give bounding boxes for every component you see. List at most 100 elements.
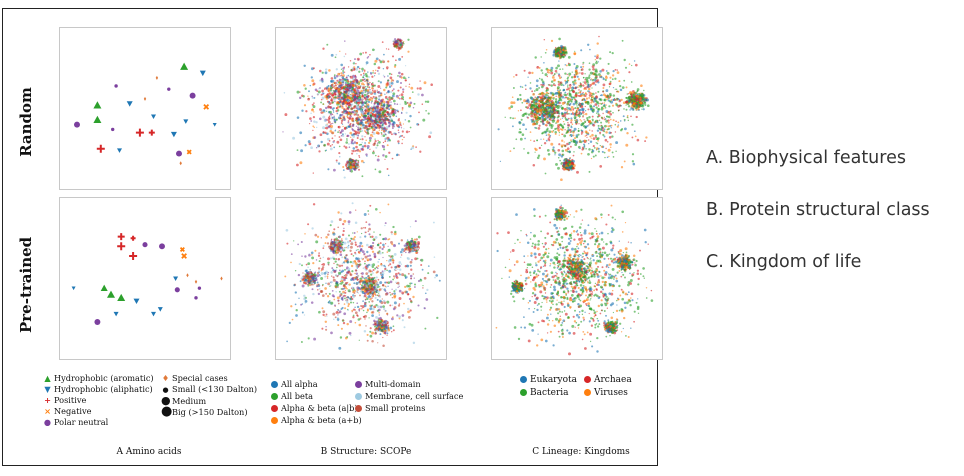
- scatter-point: [645, 136, 648, 139]
- scatter-point: [351, 133, 354, 137]
- scatter-point: [619, 88, 623, 92]
- scatter-point: [340, 96, 343, 100]
- scatter-point: [393, 65, 397, 68]
- scatter-point: [346, 107, 349, 109]
- scatter-point: [363, 101, 366, 103]
- scatter-point: [599, 102, 601, 105]
- scatter-point: [580, 94, 584, 97]
- scatter-point: [309, 84, 312, 87]
- scatter-point: [360, 121, 364, 125]
- scatter-point: [335, 81, 338, 84]
- scatter-point: [371, 100, 373, 102]
- scatter-point: [609, 51, 612, 54]
- scatter-point: [576, 170, 579, 174]
- scatter-point: [571, 123, 574, 125]
- scatter-point: [300, 149, 304, 153]
- scatter-point: [607, 125, 610, 128]
- scatter-point: [568, 112, 570, 115]
- scatter-point: [343, 55, 346, 58]
- scatter-point: [595, 56, 599, 60]
- scatter-point: [385, 109, 387, 112]
- scatter-point: [572, 164, 576, 168]
- scatter-point: [389, 96, 391, 98]
- scatter-point: [572, 102, 576, 106]
- scatter-point: [573, 127, 577, 131]
- amino-acid-marker: [111, 127, 115, 132]
- scatter-point: [630, 91, 633, 94]
- scatter-point: [603, 103, 606, 106]
- scatter-point: [540, 78, 544, 81]
- scatter-point: [350, 111, 352, 114]
- scatter-point: [413, 102, 416, 105]
- scatter-point: [367, 55, 370, 58]
- scatter-point: [614, 123, 617, 126]
- scatter-point: [587, 87, 591, 91]
- scatter-point: [531, 71, 534, 75]
- scatter-point: [342, 100, 344, 102]
- scatter-point: [612, 119, 615, 122]
- scatter-point: [570, 140, 573, 143]
- scatter-point: [354, 78, 358, 82]
- scatter-point: [602, 77, 605, 81]
- scatter-point: [623, 79, 626, 82]
- scatter-point: [374, 99, 378, 103]
- scatter-point: [599, 98, 602, 101]
- scatter-point: [573, 74, 576, 76]
- scatter-point: [573, 151, 575, 153]
- scatter-point: [327, 87, 331, 90]
- scatter-point: [530, 102, 532, 105]
- scatter-point: [597, 103, 600, 105]
- scatter-point: [558, 97, 561, 100]
- scatter-point: [388, 108, 391, 111]
- scatter-point: [638, 93, 640, 95]
- scatter-point: [336, 112, 339, 115]
- scatter-point: [375, 111, 377, 113]
- scatter-point: [571, 71, 573, 73]
- scatter-point: [409, 114, 412, 118]
- scatter-point: [338, 136, 341, 138]
- scatter-point: [570, 76, 574, 79]
- scatter-point: [625, 96, 628, 99]
- scatter-point: [593, 147, 596, 149]
- scatter-point: [646, 104, 650, 108]
- scatter-point: [383, 76, 386, 78]
- scatter-point: [397, 142, 400, 145]
- scatter-point: [526, 100, 530, 104]
- scatter-point: [575, 140, 578, 143]
- scatter-point: [305, 110, 308, 113]
- scatter-point: [511, 125, 514, 128]
- scatter-point: [504, 116, 506, 118]
- scatter-point: [595, 112, 598, 114]
- scatter-point: [369, 89, 371, 91]
- scatter-point: [333, 74, 336, 77]
- scatter-point: [575, 86, 578, 89]
- scatter-point: [366, 145, 370, 148]
- scatter-point: [394, 103, 396, 105]
- scatter-point: [608, 136, 612, 139]
- amino-acid-marker: [203, 104, 210, 110]
- scatter-point: [577, 133, 580, 136]
- scatter-point: [355, 145, 358, 149]
- scatter-point: [530, 96, 534, 100]
- scatter-point: [564, 129, 566, 131]
- scatter-point: [339, 50, 341, 52]
- scatter-point: [598, 35, 600, 38]
- scatter-point: [373, 84, 376, 87]
- scatter-point: [397, 129, 400, 132]
- scatter-point: [298, 96, 302, 100]
- scatter-point: [626, 132, 629, 135]
- scatter-point: [375, 154, 377, 157]
- scatter-point: [510, 105, 514, 109]
- scatter-point: [537, 154, 541, 157]
- scatter-point: [357, 164, 359, 167]
- scatter-point: [588, 62, 591, 65]
- scatter-point: [391, 55, 395, 58]
- scatter-point: [612, 94, 616, 97]
- scatter-point: [376, 117, 378, 120]
- scatter-point: [367, 132, 370, 135]
- scatter-point: [365, 139, 367, 142]
- scatter-point: [591, 97, 593, 99]
- scatter-point: [580, 90, 582, 92]
- scatter-point: [382, 141, 385, 144]
- scatter-point: [303, 104, 307, 107]
